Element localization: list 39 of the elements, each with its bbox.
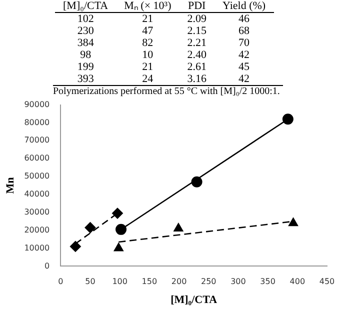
x-tick-label: 100 — [112, 277, 128, 286]
y-tick-label: 50000 — [24, 172, 50, 181]
point — [84, 222, 96, 234]
x-tick-label: 200 — [171, 277, 187, 286]
y-tick-label: 20000 — [24, 225, 50, 234]
x-axis-title: [M]₀/CTA — [170, 294, 218, 306]
point — [70, 240, 81, 252]
text: 393 24 3.16 42 — [77, 73, 250, 85]
x-tick-label: 0 — [58, 277, 64, 286]
y-tick-label: 0 — [44, 261, 50, 270]
x-tick-label: 300 — [230, 277, 246, 286]
x-tick-label: 50 — [85, 277, 96, 286]
text: 102 21 2.09 46 — [77, 13, 250, 25]
point — [174, 223, 184, 232]
text: Polymerizations performed at 55 °C with [M]₀/2 1000:1. — [53, 86, 283, 97]
text: 384 82 2.21 70 — [77, 37, 250, 49]
text: [M]₀/CTA Mₙ (× 10³) PDI Yield (%) — [63, 0, 266, 12]
y-tick-label: 80000 — [24, 118, 50, 127]
y-tick-label: 70000 — [24, 136, 50, 145]
text: 230 47 2.15 68 — [77, 25, 250, 37]
y-tick-label: 30000 — [24, 207, 50, 216]
y-tick-label: 40000 — [24, 190, 50, 199]
y-tick-label: 90000 — [24, 100, 50, 109]
x-tick-label: 450 — [319, 277, 335, 286]
point — [282, 114, 294, 125]
point — [191, 176, 202, 188]
y-tick-label: 10000 — [24, 243, 50, 252]
point — [116, 224, 127, 235]
x-tick-label: 250 — [200, 277, 216, 286]
point — [288, 218, 298, 226]
x-tick-label: 400 — [290, 277, 306, 286]
y-tick-label: 60000 — [24, 154, 50, 163]
y-axis-title: Mn — [4, 177, 16, 194]
x-tick-label: 150 — [142, 277, 158, 286]
x-tick-label: 350 — [260, 277, 276, 286]
text: 98 10 2.40 42 — [80, 49, 250, 61]
point — [114, 242, 124, 252]
text: 199 21 2.61 45 — [77, 61, 250, 73]
point — [112, 208, 123, 219]
